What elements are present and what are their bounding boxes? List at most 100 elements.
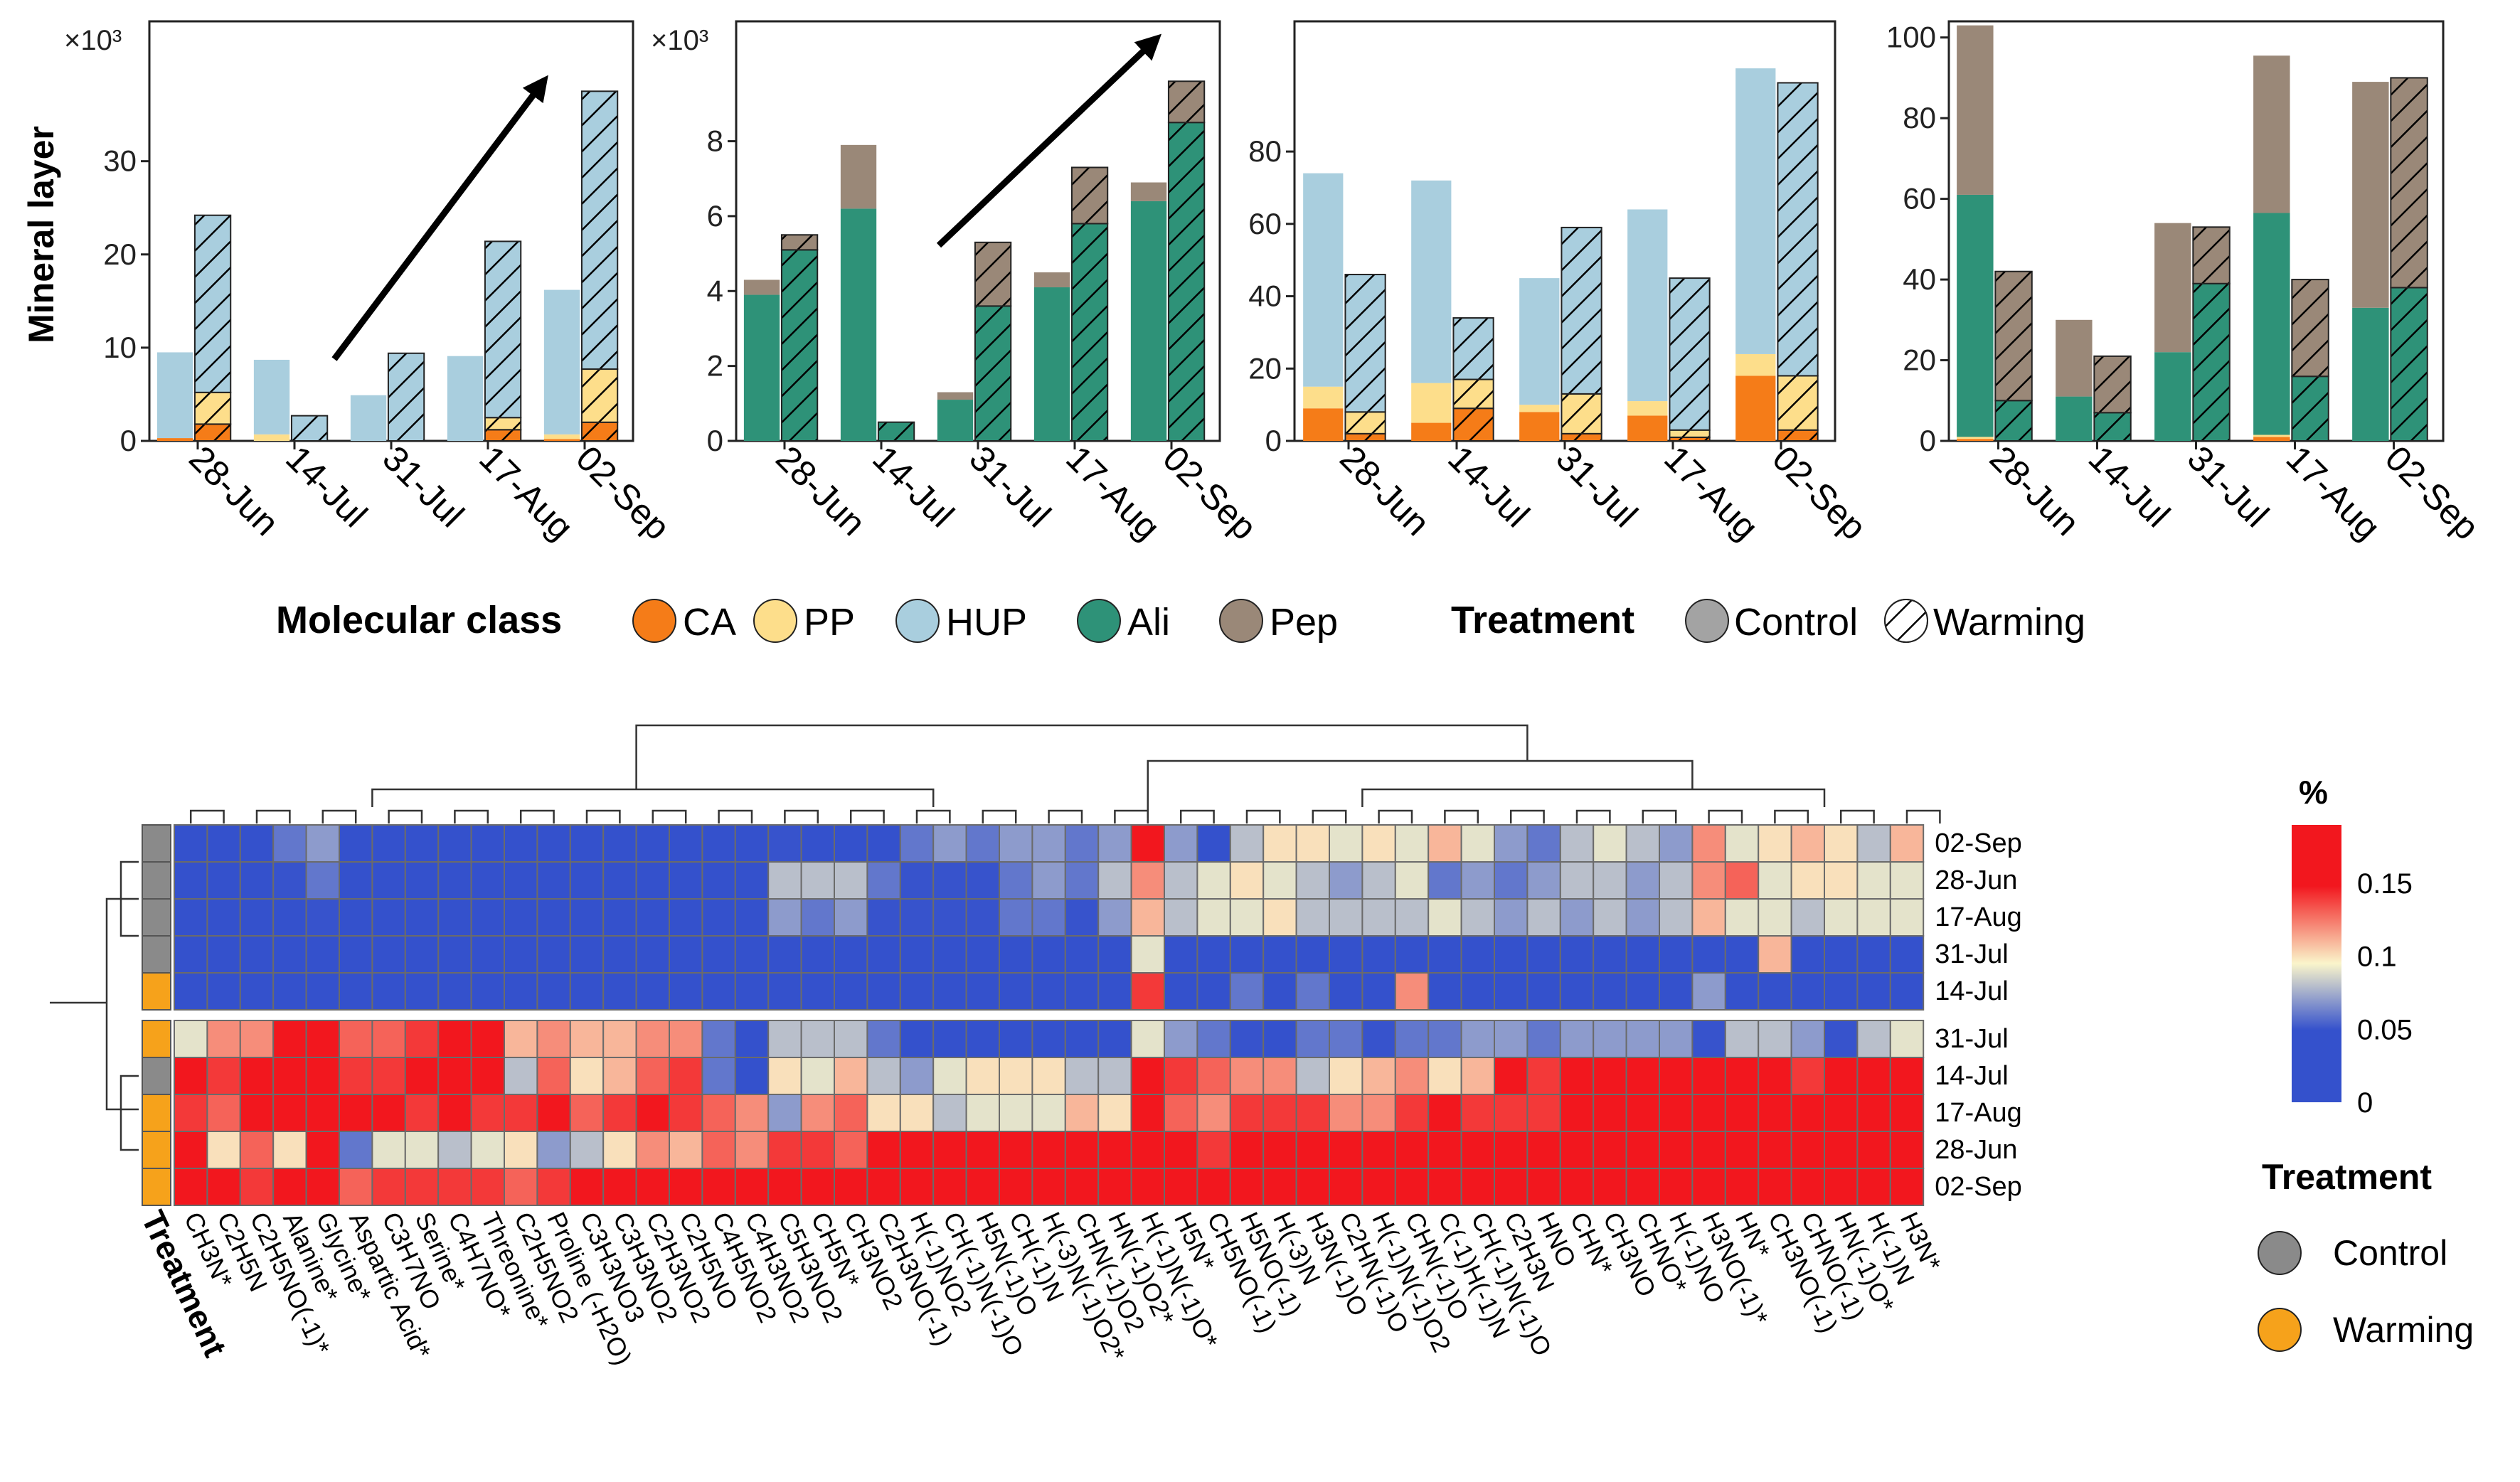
heat-cell [1758, 1020, 1792, 1058]
legend-label-CA: CA [683, 601, 736, 644]
heat-cell [635, 1020, 670, 1058]
heat-cell [1889, 935, 1925, 974]
heat-cell [800, 972, 835, 1011]
bar-Ali-control-02-Sep [1130, 201, 1167, 441]
heat-cell [1064, 972, 1100, 1011]
heat-cell [504, 824, 538, 863]
heat-cell [1394, 1094, 1430, 1132]
y-tick-label: 20 [1248, 351, 1282, 385]
dendro-leaf [1839, 809, 1875, 823]
bar-Pep-control-14-Jul [2056, 319, 2093, 397]
heat-cell [800, 861, 835, 900]
heat-cell [1164, 1094, 1198, 1132]
heat-cell [1196, 898, 1231, 937]
bar-hatch-PP-31-Jul [1561, 393, 1602, 435]
heat-cell [999, 935, 1033, 974]
heat-cell [1229, 1131, 1265, 1169]
dendro-link [1361, 788, 1826, 807]
y-tick-label: 60 [1903, 182, 1936, 215]
heat-cell [1856, 1168, 1891, 1206]
heat-cell [1526, 898, 1561, 937]
heat-cell [1097, 861, 1132, 900]
row-label: 14-Jul [1935, 1061, 2009, 1091]
dendro-leaf [1179, 809, 1215, 823]
x-tick-label: 28-Jun [1982, 438, 2088, 543]
heat-cell [1361, 972, 1396, 1011]
heat-cell [932, 824, 967, 863]
heat-cell [965, 1131, 1000, 1169]
x-tick-label: 28-Jun [1332, 438, 1437, 543]
heat-cell [371, 1094, 406, 1132]
heat-cell [1559, 861, 1595, 900]
heat-cell [1428, 1094, 1462, 1132]
heat-cell [1526, 861, 1561, 900]
heat-treatment-title: Treatment [2262, 1157, 2432, 1197]
heat-cell [1064, 1057, 1100, 1095]
heat-cell [1559, 824, 1595, 863]
treatment-cell [142, 1131, 171, 1169]
heat-cell [999, 1131, 1033, 1169]
x-tick-label: 31-Jul [962, 438, 1058, 535]
y-tick-label: 4 [707, 274, 723, 307]
heat-cell [602, 898, 637, 937]
heat-cell [800, 1057, 835, 1095]
heat-cell [1394, 824, 1430, 863]
heat-cell [305, 935, 341, 974]
heat-cell [536, 935, 571, 974]
heat-cell [1394, 1131, 1430, 1169]
heat-cell [1229, 861, 1265, 900]
heat-cell [1460, 1131, 1496, 1169]
heat-cell [866, 972, 901, 1011]
heat-cell [965, 972, 1000, 1011]
heat-cell [1064, 1094, 1100, 1132]
heat-cell [1889, 898, 1925, 937]
heat-cell [339, 1131, 373, 1169]
y-tick-label: 8 [707, 124, 723, 158]
heat-cell [1329, 1020, 1363, 1058]
heat-cell [1625, 972, 1661, 1011]
heat-cell [1428, 1168, 1462, 1206]
heat-cell [1295, 824, 1330, 863]
heat-cell [272, 898, 307, 937]
heat-cell [504, 1057, 538, 1095]
heat-cell [635, 935, 670, 974]
heat-cell [1196, 1020, 1231, 1058]
treatment-cell [142, 861, 171, 900]
heat-cell [965, 1094, 1000, 1132]
heat-cell [1295, 1094, 1330, 1132]
heat-cell [701, 1020, 736, 1058]
legend-label-PP: PP [804, 601, 855, 644]
bar-hatch-Ali-28-Jun [1994, 400, 2033, 442]
heat-cell [602, 1131, 637, 1169]
heat-cell [1758, 861, 1792, 900]
bar-Pep-control-31-Jul [2154, 223, 2191, 353]
heat-cell [1164, 1057, 1198, 1095]
bar-Ali-control-02-Sep [2352, 307, 2389, 441]
heat-cell [1824, 824, 1859, 863]
bar-hatch-CA-14-Jul [1452, 407, 1494, 442]
heat-treatment-swatch-control [2258, 1231, 2302, 1275]
heat-cell [834, 1168, 868, 1206]
heat-cell [1691, 898, 1726, 937]
heat-cell [536, 861, 571, 900]
bar-PP-control-17-Aug [1627, 401, 1668, 416]
heat-cell [1494, 1057, 1529, 1095]
heat-cell [371, 1131, 406, 1169]
trend-arrow [331, 75, 548, 361]
bar-PP-control-31-Jul [1519, 405, 1560, 412]
heat-cell [1659, 1020, 1694, 1058]
heat-cell [1196, 972, 1231, 1011]
row-dendrogram [50, 860, 139, 1151]
heat-cell [965, 898, 1000, 937]
heat-cell [1856, 824, 1891, 863]
heat-cell [239, 824, 275, 863]
heat-cell [1559, 1094, 1595, 1132]
heat-cell [1164, 1020, 1198, 1058]
bar-hatch-Ali-28-Jun [780, 249, 819, 442]
heat-cell [1593, 1131, 1627, 1169]
heat-cell [1130, 861, 1165, 900]
x-tick-label: 14-Jul [2081, 438, 2178, 535]
